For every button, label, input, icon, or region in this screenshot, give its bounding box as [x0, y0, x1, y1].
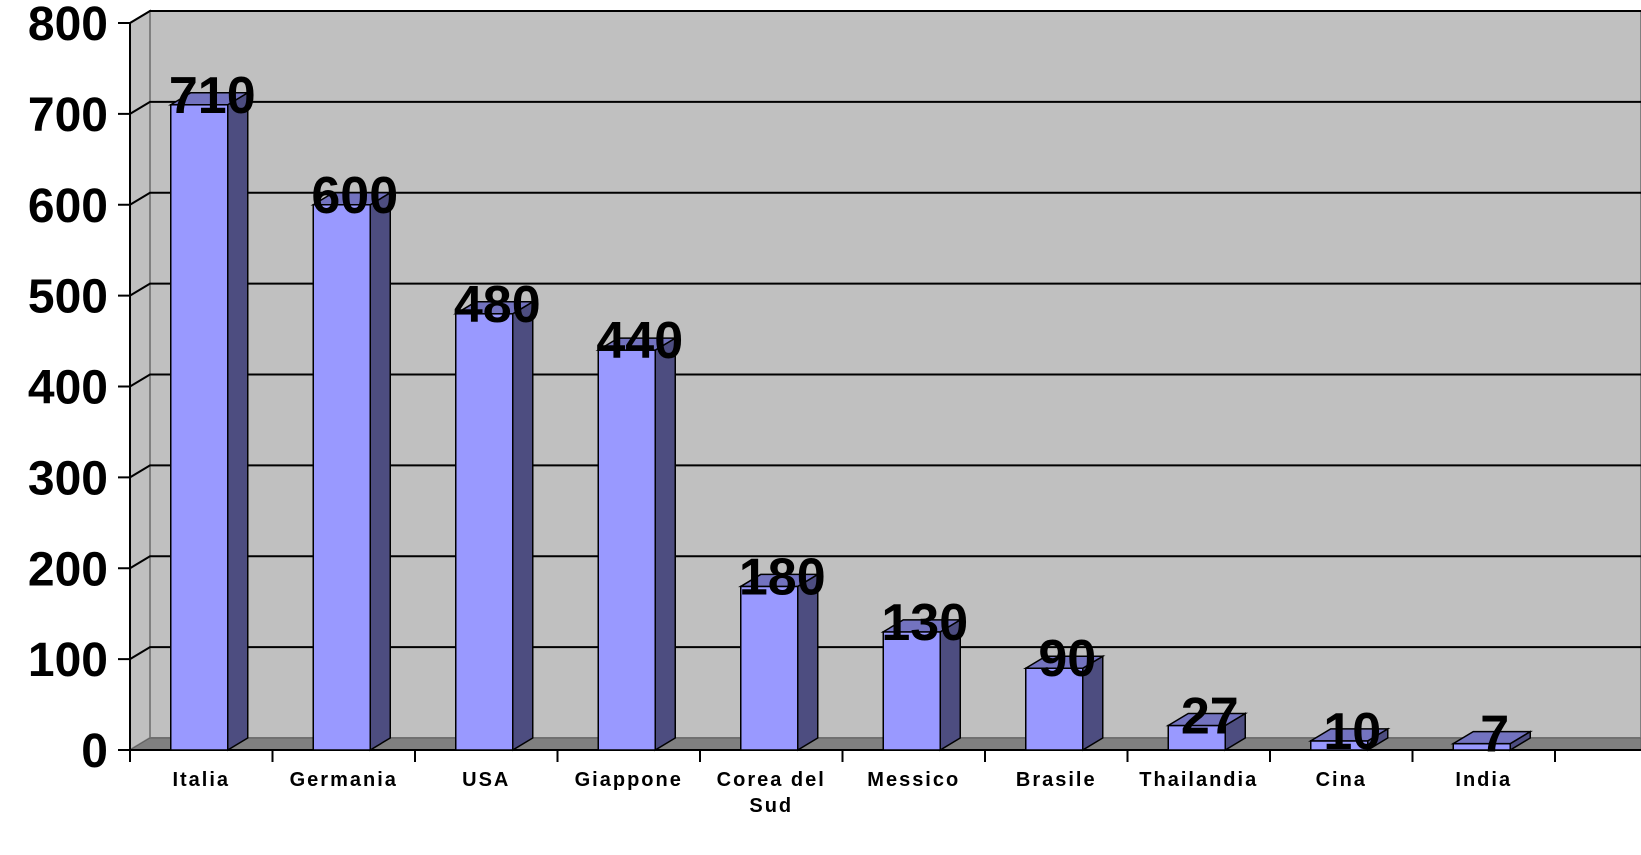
bar-top [1308, 728, 1391, 742]
bar-top [168, 92, 251, 106]
x-tick-label-line: Corea del [717, 769, 826, 791]
bar-germania [312, 204, 371, 751]
x-tick-label-line: Giappone [575, 769, 683, 791]
x-tick-label-line: India [1455, 769, 1512, 791]
bar-side [369, 191, 391, 752]
y-tick-label: 700 [28, 89, 108, 142]
bar-italia [170, 104, 229, 751]
y-tick-labels: 0 100 200 300 400 500 600 700 800 [28, 0, 108, 778]
bar-brasile [1025, 667, 1084, 751]
gridline [129, 646, 1641, 660]
data-labels: 710 600 480 440 180 130 90 27 10 7 [169, 67, 1509, 764]
x-tick-label: India [1455, 769, 1512, 791]
bar-top [310, 192, 393, 206]
data-label: 180 [739, 548, 826, 606]
data-label: 710 [169, 67, 256, 125]
gridline [129, 373, 1641, 388]
bar-giappone [597, 349, 656, 751]
data-label: 90 [1038, 630, 1096, 688]
y-tick-label: 200 [28, 543, 108, 596]
x-tick-label: Corea del Sud [717, 769, 826, 817]
bar-top [1165, 712, 1248, 727]
y-tick-label: 400 [28, 362, 108, 415]
x-tick-label: Brasile [1016, 769, 1097, 791]
x-tick-label: Messico [867, 769, 960, 791]
bar-top [738, 573, 821, 588]
bar-top [880, 619, 963, 633]
data-label: 27 [1181, 687, 1239, 745]
y-tick-label: 800 [28, 0, 108, 51]
x-tick-label-line: Messico [867, 769, 960, 791]
x-tick-labels: Italia Germania USA Giappone Corea del Sud Mes… [172, 769, 1512, 817]
x-tick-label-line: Italia [172, 769, 230, 791]
x-tick-label: Giappone [575, 769, 683, 791]
x-tick-label-line: Brasile [1016, 769, 1097, 791]
data-label: 130 [881, 594, 968, 652]
gridlines [129, 10, 1641, 660]
x-tick-label-line: Thailandia [1139, 769, 1258, 791]
gridline [129, 10, 1641, 24]
x-tick-label-line: USA [462, 769, 510, 791]
bar-top [595, 337, 678, 351]
data-label: 7 [1480, 706, 1509, 764]
y-tick-label: 500 [28, 271, 108, 324]
x-tick-label: Cina [1316, 769, 1367, 791]
gridline [129, 100, 1641, 115]
gridline [129, 555, 1641, 570]
x-tick-label: Germania [290, 769, 398, 791]
x-tick-label-line: Cina [1316, 769, 1367, 791]
x-tick-label: USA [462, 769, 510, 791]
bar-side [512, 300, 534, 752]
data-label: 600 [311, 167, 398, 225]
bar-usa [455, 313, 514, 751]
bar-side [227, 91, 249, 752]
y-tick-label: 600 [28, 180, 108, 233]
gridline [129, 282, 1641, 297]
x-tick-label-line: Germania [290, 769, 398, 791]
bar-corea-del-sud [740, 585, 799, 751]
bar-side [654, 336, 676, 752]
y-tick-label: 0 [81, 725, 108, 778]
gridline [129, 191, 1641, 206]
bar-top [1450, 730, 1533, 745]
y-tick-label: 100 [28, 634, 108, 687]
bars [168, 91, 1533, 752]
y-tick-label: 300 [28, 452, 108, 505]
bar-top [1023, 655, 1106, 669]
x-tick-label: Italia [172, 769, 230, 791]
data-label: 440 [596, 312, 683, 370]
data-label: 10 [1323, 703, 1381, 761]
data-label: 480 [454, 276, 541, 334]
bar-top [453, 301, 536, 315]
x-tick-label: Thailandia [1139, 769, 1258, 791]
x-tick-label-line: Sud [749, 795, 793, 817]
gridline [129, 464, 1641, 479]
bar-messico [882, 631, 941, 751]
